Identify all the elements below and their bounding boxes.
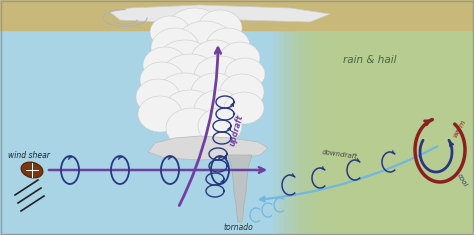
Text: downdraft: downdraft — [322, 149, 358, 161]
Ellipse shape — [225, 58, 265, 90]
Bar — [279, 28, 474, 235]
Ellipse shape — [157, 40, 213, 84]
Bar — [449, 28, 474, 235]
Bar — [329, 28, 474, 235]
Bar — [0, 0, 474, 30]
Ellipse shape — [198, 10, 242, 46]
Ellipse shape — [220, 42, 260, 74]
Bar — [324, 28, 474, 235]
Bar — [404, 28, 474, 235]
Ellipse shape — [157, 73, 213, 117]
Bar — [319, 28, 474, 235]
Bar — [334, 28, 474, 235]
Bar — [364, 28, 474, 235]
Bar — [359, 28, 474, 235]
Text: cool: cool — [456, 172, 468, 188]
Ellipse shape — [143, 47, 187, 83]
Bar — [384, 28, 474, 235]
Polygon shape — [110, 5, 330, 22]
Ellipse shape — [191, 73, 239, 113]
Bar — [414, 28, 474, 235]
Ellipse shape — [160, 54, 220, 102]
Ellipse shape — [175, 21, 235, 69]
Ellipse shape — [191, 40, 239, 80]
Bar — [294, 28, 474, 235]
Bar — [304, 28, 474, 235]
Text: rain & hail: rain & hail — [343, 55, 397, 65]
Polygon shape — [228, 155, 252, 222]
Ellipse shape — [206, 28, 250, 64]
Bar — [389, 28, 474, 235]
Ellipse shape — [151, 28, 199, 68]
Bar — [424, 28, 474, 235]
Text: tornado: tornado — [223, 223, 253, 232]
Ellipse shape — [136, 79, 180, 115]
Ellipse shape — [224, 92, 264, 124]
Bar — [289, 28, 474, 235]
Bar — [309, 28, 474, 235]
Bar — [379, 28, 474, 235]
Text: warm: warm — [453, 118, 467, 138]
Bar — [299, 28, 474, 235]
Ellipse shape — [21, 162, 43, 178]
Ellipse shape — [140, 62, 184, 98]
Ellipse shape — [166, 108, 218, 148]
Bar — [399, 28, 474, 235]
Bar — [469, 28, 474, 235]
Bar — [374, 28, 474, 235]
Ellipse shape — [138, 96, 182, 132]
Bar — [429, 28, 474, 235]
Bar — [344, 28, 474, 235]
Bar — [419, 28, 474, 235]
Bar — [409, 28, 474, 235]
Bar — [274, 28, 474, 235]
Bar — [314, 28, 474, 235]
Bar — [349, 28, 474, 235]
Bar — [444, 28, 474, 235]
Ellipse shape — [194, 56, 246, 96]
Text: updraft: updraft — [228, 113, 245, 147]
Bar — [454, 28, 474, 235]
Bar — [339, 28, 474, 235]
Ellipse shape — [198, 108, 242, 144]
Ellipse shape — [220, 74, 264, 110]
Polygon shape — [148, 136, 268, 160]
Ellipse shape — [162, 90, 218, 134]
Bar — [434, 28, 474, 235]
Bar — [369, 28, 474, 235]
Bar — [464, 28, 474, 235]
Ellipse shape — [150, 16, 190, 48]
Ellipse shape — [167, 8, 223, 52]
Text: wind shear: wind shear — [8, 150, 50, 160]
Bar — [439, 28, 474, 235]
Bar — [459, 28, 474, 235]
Bar — [284, 28, 474, 235]
Bar — [394, 28, 474, 235]
Bar — [354, 28, 474, 235]
Ellipse shape — [194, 90, 242, 130]
